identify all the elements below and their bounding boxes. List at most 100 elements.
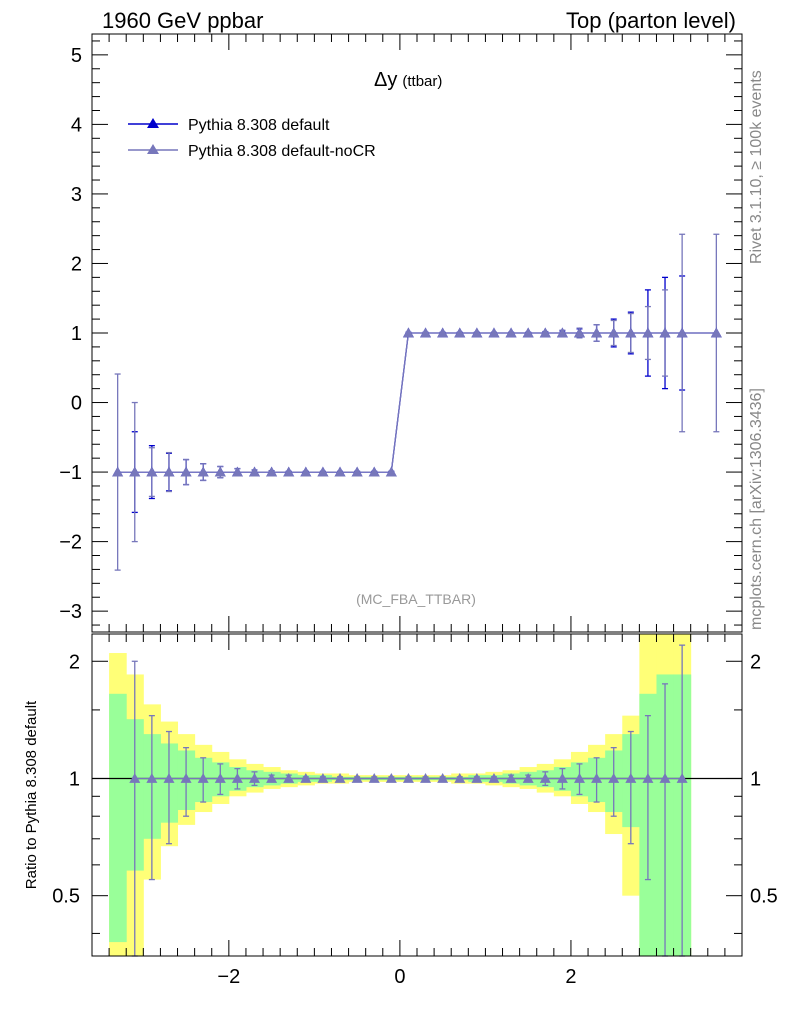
series-1-point [334,466,346,477]
ratio-point [454,772,466,783]
series-1-point [710,327,722,338]
series-1-point [539,327,551,338]
series-1-point [659,327,671,338]
ratio-point [283,772,295,783]
series-1-point [454,327,466,338]
ratio-point [214,772,226,783]
main-axis-ticks: 5 4 3 2 1 0 −1 −2 −3 [59,34,742,632]
series-1-point [180,466,192,477]
ratio-plot-area [92,634,742,957]
ratio-point [385,772,397,783]
series-1-point [471,327,483,338]
series-1-point [385,466,397,477]
ratio-y-tick-label-left: 0.5 [52,886,80,908]
legend-marker-nocr [147,144,159,154]
series-1-point [505,327,517,338]
ratio-ylabel: Ratio to Pythia 8.308 default [23,700,40,889]
series-1-point [197,466,209,477]
uncertainty-band-green [109,693,127,943]
series-1-point [300,466,312,477]
plot-title-sub: (ttbar) [402,73,442,90]
series-line-0 [117,332,717,473]
ratio-point [197,772,209,783]
ratio-point [625,772,637,783]
y-tick-label: 2 [71,253,82,275]
legend-label-nocr: Pythia 8.308 default-noCR [188,143,376,160]
series-1-point [608,327,620,338]
ratio-point [642,772,654,783]
plot-title-main: Δy [374,69,397,91]
series-1-point [317,466,329,477]
series-1-point [351,466,363,477]
series-1-point [368,466,380,477]
series-1-point [112,466,124,477]
series-line-1 [117,332,717,473]
series-1-point [488,327,500,338]
y-tick-label: −3 [59,601,82,623]
series-1-point [591,327,603,338]
series-1-point [420,327,432,338]
plot-title: Δy (ttbar) [374,69,442,91]
series-1-point [266,466,278,477]
ratio-point [556,772,568,783]
y-tick-label: −1 [59,462,82,484]
ratio-point [368,772,380,783]
y-tick-label: −2 [59,532,82,554]
y-tick-label: 5 [71,45,82,67]
main-plot-area [112,233,722,571]
series-1-point [214,466,226,477]
ratio-y-tick-label-right: 2 [750,651,761,673]
mcplots-label: mcplots.cern.ch [arXiv:1306.3436] [748,388,765,630]
legend: Pythia 8.308 default Pythia 8.308 defaul… [128,117,376,160]
series-1-point [146,466,158,477]
header-right: Top (parton level) [566,8,736,33]
ratio-point [522,772,534,783]
series-1-point [231,466,243,477]
series-1-point [574,327,585,338]
x-tick-label: 2 [565,966,576,988]
ratio-point [471,772,483,783]
series-1-point [676,327,688,338]
y-tick-label: 4 [71,114,82,136]
ratio-point [488,772,500,783]
ratio-point [180,772,192,783]
series-1-point [129,466,141,477]
ratio-point [676,772,688,783]
ratio-y-tick-label-right: 1 [750,768,761,790]
ratio-point [351,772,363,783]
y-tick-label: 3 [71,184,82,206]
ratio-point [163,772,175,783]
analysis-label: (MC_FBA_TTBAR) [356,591,476,607]
y-tick-label: 1 [71,323,82,345]
series-1-point [556,327,568,338]
header-left: 1960 GeV ppbar [102,8,263,33]
ratio-point [591,772,603,783]
ratio-point [420,772,432,783]
ratio-y-tick-label-left: 2 [69,651,80,673]
x-tick-label: −2 [217,966,240,988]
ratio-y-tick-label-left: 1 [69,768,80,790]
legend-marker-default [147,118,159,128]
series-1-point [283,466,295,477]
ratio-point [317,772,329,783]
series-1-point [642,327,654,338]
y-tick-label: 0 [71,393,82,415]
ratio-point [249,772,260,783]
series-1-point [437,327,449,338]
ratio-point [300,772,312,783]
legend-label-default: Pythia 8.308 default [188,117,330,134]
ratio-point [146,772,158,783]
ratio-point [334,772,346,783]
series-1-point [249,466,260,477]
series-1-point [402,327,414,338]
ratio-point [505,772,517,783]
ratio-point [266,772,278,783]
x-tick-label: 0 [394,966,405,988]
series-1-point [522,327,534,338]
ratio-point [402,772,414,783]
ratio-point [437,772,449,783]
series-1-point [163,466,175,477]
ratio-point [659,772,671,783]
ratio-point [539,772,551,783]
